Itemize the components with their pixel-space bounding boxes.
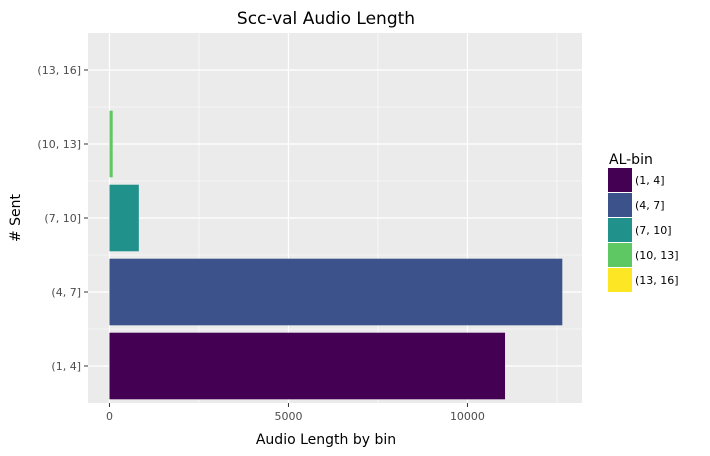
legend-swatch xyxy=(608,168,632,192)
chart-title: Scc-val Audio Length xyxy=(237,9,415,29)
legend-items: (1, 4] (4, 7] (7, 10] (10, 13] (13, 16] xyxy=(608,168,679,292)
legend-label: (4, 7] xyxy=(635,199,665,212)
bars xyxy=(109,110,563,400)
bar-2 xyxy=(109,184,139,252)
legend-swatch xyxy=(608,218,632,242)
bar-1 xyxy=(109,258,563,326)
y-tick-label: (1, 4] xyxy=(51,360,81,373)
legend-title: AL-bin xyxy=(609,152,653,168)
legend: AL-bin (1, 4] (4, 7] (7, 10] (10, 13] (13, 1… xyxy=(608,152,679,292)
legend-label: (13, 16] xyxy=(635,274,679,287)
legend-label: (7, 10] xyxy=(635,224,672,237)
x-tick-label: 5000 xyxy=(274,410,302,423)
x-tick-label: 0 xyxy=(106,410,113,423)
legend-swatch xyxy=(608,193,632,217)
bar-0 xyxy=(109,332,506,400)
x-axis-ticks: 0 5000 10000 xyxy=(106,403,485,423)
x-tick-label: 10000 xyxy=(450,410,485,423)
legend-label: (10, 13] xyxy=(635,249,679,262)
x-axis-title: Audio Length by bin xyxy=(256,432,396,448)
y-tick-label: (13, 16] xyxy=(37,64,81,77)
legend-label: (1, 4] xyxy=(635,174,665,187)
bar-3 xyxy=(109,110,113,178)
y-axis-ticks: (1, 4] (4, 7] (7, 10] (10, 13] (13, 16] xyxy=(37,64,88,373)
y-axis-title: # Sent xyxy=(8,193,24,242)
legend-swatch xyxy=(608,243,632,267)
y-tick-label: (10, 13] xyxy=(37,138,81,151)
legend-swatch xyxy=(608,268,632,292)
y-tick-label: (4, 7] xyxy=(51,286,81,299)
y-tick-label: (7, 10] xyxy=(44,212,81,225)
